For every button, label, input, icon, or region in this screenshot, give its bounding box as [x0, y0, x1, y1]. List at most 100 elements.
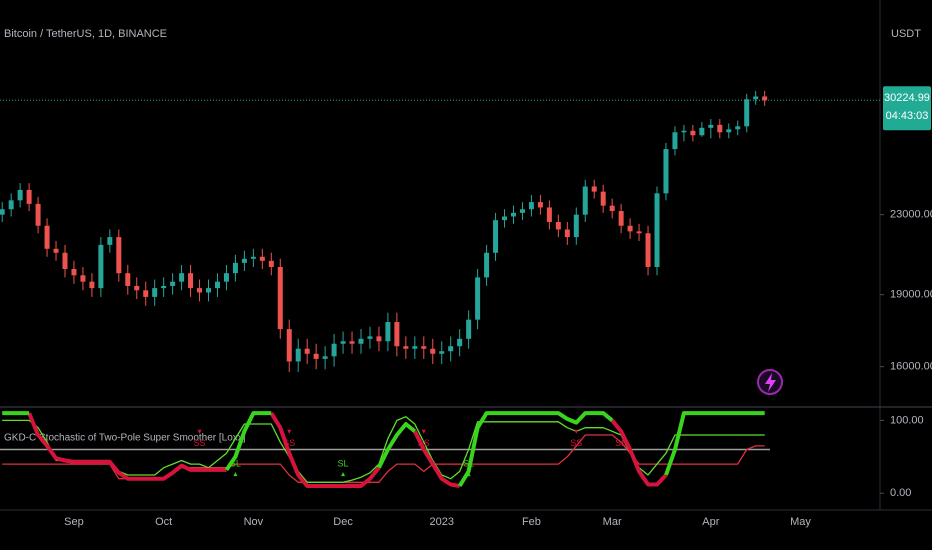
candle-body — [367, 336, 373, 339]
last-price-label: 30224.99 — [884, 92, 930, 104]
candle-body — [681, 130, 687, 133]
candle-body — [107, 237, 113, 245]
alert-bolt[interactable] — [765, 373, 776, 392]
signal-label: SS — [615, 438, 627, 448]
candle-body — [125, 273, 131, 286]
candle-body — [295, 348, 301, 362]
signal-arrow — [341, 472, 346, 477]
candle-body — [573, 214, 579, 238]
y-tick-label: 19000.00 — [890, 289, 932, 301]
candle-body — [546, 207, 552, 223]
candle-body — [170, 281, 176, 286]
x-tick-label: Apr — [702, 516, 719, 528]
candle-body — [528, 202, 534, 210]
candle-body — [241, 258, 247, 263]
signal-arrow — [574, 429, 579, 434]
candle-body — [98, 244, 104, 289]
candle-body — [250, 256, 256, 259]
signal-arrow — [421, 429, 426, 434]
currency-label: USDT — [891, 28, 921, 40]
candle-body — [268, 260, 274, 267]
candle-body — [179, 273, 185, 282]
signal-label: SL — [338, 458, 349, 468]
candle-body — [35, 203, 41, 226]
candle-body — [8, 200, 14, 210]
candle-body — [645, 233, 651, 267]
candle-body — [26, 189, 32, 204]
candle-body — [430, 348, 436, 354]
candle-body — [457, 338, 463, 347]
candle-body — [277, 266, 283, 330]
candle-body — [708, 124, 714, 128]
candle-body — [232, 262, 238, 274]
candle-body — [493, 220, 499, 253]
candle-body — [403, 346, 409, 349]
candle-body — [53, 248, 59, 253]
candle-body — [143, 290, 149, 297]
signal-label: SS — [570, 438, 582, 448]
candle-body — [636, 231, 642, 234]
candle-body — [304, 348, 310, 354]
candle-body — [744, 99, 750, 127]
x-tick-label: Dec — [333, 516, 353, 528]
candle-body — [600, 191, 606, 206]
candle-body — [564, 229, 570, 238]
candle-body — [206, 288, 212, 293]
candle-body — [313, 353, 319, 359]
candle-body — [116, 237, 122, 274]
candle-body — [690, 130, 696, 136]
candle-body — [735, 126, 741, 130]
candle-body — [519, 209, 525, 213]
candle-body — [762, 96, 768, 101]
indicator-title: GKD-C Stochastic of Two-Pole Super Smoot… — [4, 433, 246, 444]
candle-body — [286, 329, 292, 362]
symbol-title: Bitcoin / TetherUS, 1D, BINANCE — [4, 28, 167, 40]
candle-body — [197, 288, 203, 293]
signal-arrow — [287, 429, 292, 434]
candle-body — [448, 346, 454, 352]
candle-body — [152, 288, 158, 297]
candle-body — [259, 256, 265, 261]
candle-body — [609, 205, 615, 212]
candle-body — [412, 346, 418, 349]
last-price-box — [883, 86, 931, 131]
signal-arrow — [197, 429, 202, 434]
candle-body — [421, 346, 427, 349]
candle-body — [17, 189, 23, 201]
candle-body — [555, 222, 561, 230]
candle-body — [654, 193, 660, 267]
candle-body — [618, 211, 624, 226]
candle-body — [134, 285, 140, 291]
candle-body — [537, 202, 543, 208]
candle-body — [591, 186, 597, 192]
indicator-line — [2, 411, 765, 488]
candle-body — [376, 336, 382, 342]
y-tick-label: 23000.00 — [890, 209, 932, 221]
candle-body — [699, 127, 705, 136]
alert-icon[interactable] — [757, 369, 783, 395]
candle-body — [753, 96, 759, 100]
x-tick-label: Sep — [64, 516, 84, 528]
candle-body — [484, 252, 490, 278]
x-tick-label: Oct — [155, 516, 172, 528]
signal-arrow — [233, 472, 238, 477]
signal-label: SS — [283, 438, 295, 448]
candle-body — [717, 124, 723, 133]
indicator-line — [27, 412, 668, 488]
candle-body — [188, 273, 194, 289]
y-tick-label: 100.00 — [890, 414, 924, 426]
x-tick-label: May — [790, 516, 811, 528]
signal-arrow — [466, 472, 471, 477]
candle-body — [322, 356, 328, 359]
countdown-label: 04:43:03 — [886, 110, 929, 122]
x-tick-label: Feb — [522, 516, 541, 528]
candle-body — [663, 149, 669, 194]
x-tick-label: 2023 — [429, 516, 453, 528]
candle-body — [466, 319, 472, 339]
candle-body — [331, 343, 337, 357]
signal-arrow — [619, 429, 624, 434]
candle-body — [80, 275, 86, 282]
candle-body — [0, 209, 5, 215]
